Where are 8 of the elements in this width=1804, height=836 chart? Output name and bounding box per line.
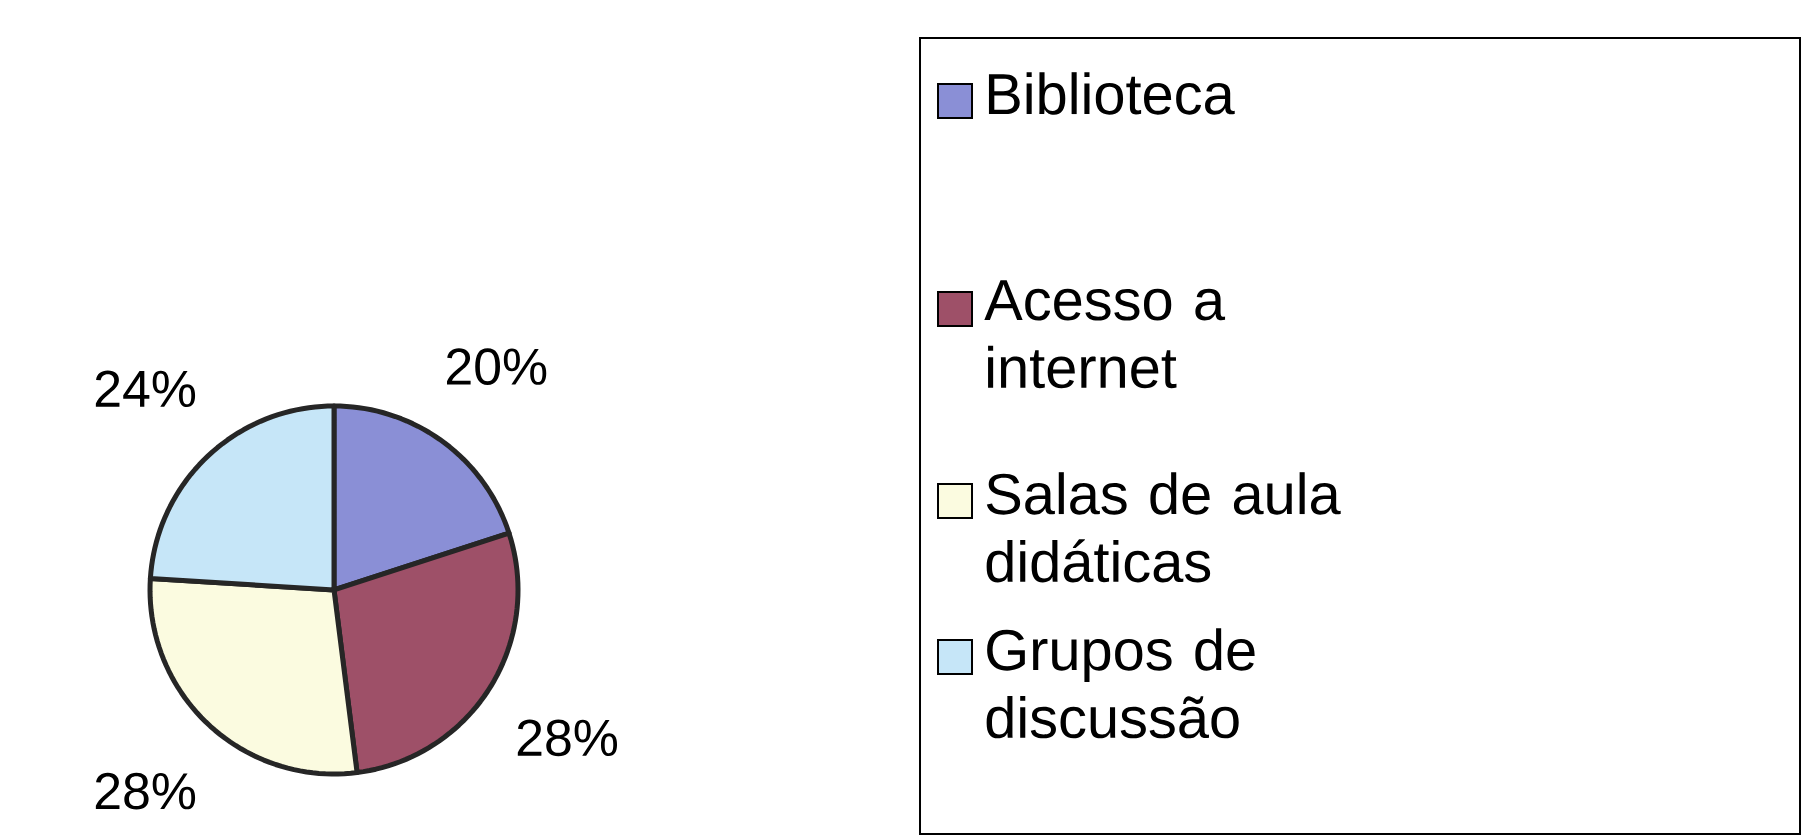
data-label: 28% — [517, 719, 618, 757]
data-label: 20% — [447, 348, 547, 386]
data-label: 28% — [95, 772, 196, 810]
legend-label: Grupos de discussão — [986, 628, 1255, 739]
legend-label: Biblioteca — [988, 72, 1235, 115]
legend-label: Salas de aula didáticas — [986, 472, 1341, 583]
legend-label: Acesso a internet — [984, 280, 1226, 389]
data-label: 24% — [95, 370, 196, 408]
